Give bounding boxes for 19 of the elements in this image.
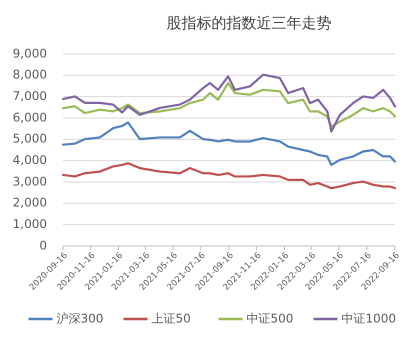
legend-label: 上证50: [152, 311, 191, 326]
y-tick-label: 0: [39, 238, 47, 252]
line-series: [62, 82, 396, 128]
chart-title: 股指标的指数近三年走势: [166, 15, 332, 32]
line-series: [62, 162, 396, 190]
y-tick-label: 6,000: [12, 110, 47, 124]
y-tick-label: 3,000: [12, 174, 47, 188]
y-tick-label: 7,000: [12, 88, 47, 103]
line-series: [62, 121, 396, 166]
y-tick-label: 8,000: [12, 68, 47, 82]
legend-label: 沪深300: [56, 311, 104, 326]
y-tick-label: 9,000: [12, 46, 47, 60]
y-tick-label: 1,000: [12, 216, 47, 231]
legend-label: 中证1000: [342, 311, 396, 326]
y-tick-label: 5,000: [12, 132, 47, 146]
y-tick-label: 4,000: [12, 152, 47, 167]
legend-label: 中证500: [246, 311, 294, 326]
line-series: [62, 74, 396, 133]
y-tick-label: 2,000: [12, 196, 47, 210]
